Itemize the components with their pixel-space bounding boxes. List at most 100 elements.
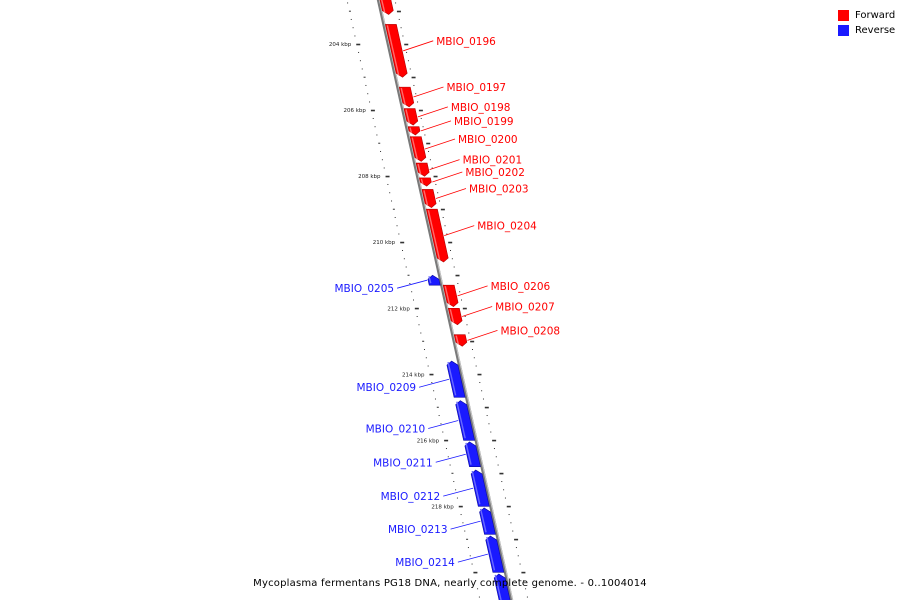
ruler-tick-left	[440, 423, 442, 425]
gene-feature-mbio-0214[interactable]	[485, 535, 505, 573]
gene-feature-mbio-0196[interactable]	[384, 24, 408, 78]
gene-body	[493, 573, 511, 600]
ruler-tick-left	[425, 357, 427, 359]
ruler-tick-right	[470, 340, 475, 343]
label-leader	[450, 520, 481, 530]
label-leader	[457, 553, 488, 563]
label-leader	[420, 120, 452, 132]
gene-feature-mbio-0209[interactable]	[446, 360, 466, 398]
gene-label[interactable]: MBIO_0208	[500, 325, 560, 337]
ruler-tick-left	[356, 43, 361, 46]
gene-label[interactable]: MBIO_0212	[381, 491, 441, 503]
ruler-tick-right	[448, 241, 453, 244]
ruler-tick-left	[413, 299, 414, 301]
gene-highlight	[471, 470, 481, 505]
gene-feature-mbio-0202[interactable]	[419, 177, 432, 187]
gene-feature-mbio-0197[interactable]	[398, 86, 415, 108]
gene-label[interactable]: MBIO_0203	[469, 184, 529, 196]
gene-feature-mbio-0198[interactable]	[403, 108, 419, 126]
ruler-tick-right	[450, 249, 452, 251]
gene-feature-mbio-0211[interactable]	[464, 441, 481, 467]
ruler-tick-left	[462, 522, 464, 524]
gene-label[interactable]: MBIO_0204	[477, 221, 537, 233]
ruler-tick-right	[468, 332, 470, 334]
scale-tick-label: 214 kbp	[402, 372, 425, 378]
ruler-tick-right	[429, 159, 431, 161]
gene-label[interactable]: MBIO_0197	[446, 82, 506, 94]
gene-body	[455, 400, 475, 441]
scale-tick-label: 218 kbp	[431, 504, 454, 510]
ruler-tick-left	[365, 84, 367, 86]
legend-item-reverse: Reverse	[838, 23, 895, 38]
gene-label[interactable]: MBIO_0200	[458, 134, 518, 146]
gene-feature-mbio-0200[interactable]	[409, 136, 427, 162]
ruler-tick-right	[506, 505, 511, 508]
gene-feature-mbio-0207[interactable]	[447, 307, 463, 326]
ruler-tick-right	[497, 464, 499, 466]
ruler-tick-right	[479, 382, 481, 384]
gene-highlight	[486, 536, 496, 571]
ruler-tick-right	[471, 349, 473, 351]
gene-label[interactable]: MBIO_0201	[463, 155, 523, 167]
gene-feature-mbio-0201[interactable]	[415, 162, 430, 177]
ruler-tick-right	[492, 439, 497, 442]
gene-feature-mbio-0199[interactable]	[407, 126, 421, 136]
gene-label[interactable]: MBIO_0205	[334, 283, 394, 295]
gene-label[interactable]: MBIO_0209	[356, 382, 416, 394]
gene-feature-mbio-0208[interactable]	[453, 334, 468, 347]
gene-highlight	[456, 401, 466, 439]
label-leader	[443, 487, 474, 497]
ruler-tick-right	[439, 200, 441, 202]
ruler-tick-left	[445, 448, 447, 450]
ruler-tick-right	[466, 324, 468, 326]
forward-swatch	[838, 10, 849, 21]
gene-highlight	[455, 335, 459, 345]
gene-feature-mbio-0213[interactable]	[479, 507, 496, 535]
strand-legend: Forward Reverse	[838, 8, 895, 38]
gene-label[interactable]: MBIO_0198	[451, 102, 511, 114]
gene-label[interactable]: MBIO_0202	[465, 167, 525, 179]
gene-feature-mbio-0206[interactable]	[442, 284, 459, 307]
ruler-tick-left	[378, 142, 381, 144]
gene-feature-mbio-0212[interactable]	[470, 469, 490, 507]
ruler-tick-right	[475, 365, 477, 367]
gene-feature-mbio-0210[interactable]	[455, 400, 475, 441]
ruler-tick-left	[367, 93, 369, 95]
ruler-tick-right	[437, 192, 439, 194]
gene-highlight	[427, 210, 441, 261]
ruler-tick-left	[354, 35, 356, 37]
ruler-tick-left	[438, 415, 440, 417]
gene-label[interactable]: MBIO_0196	[436, 36, 496, 48]
ruler-tick-left	[451, 472, 454, 474]
gene-highlight	[449, 309, 455, 323]
scale-tick-label: 212 kbp	[387, 306, 410, 312]
ruler-tick-right	[440, 208, 445, 211]
gene-feature-partial[interactable]	[493, 573, 511, 600]
ruler-tick-left	[369, 101, 371, 103]
ruler-tick-right	[486, 415, 488, 417]
ruler-tick-right	[488, 423, 490, 425]
gene-label[interactable]: MBIO_0210	[366, 423, 426, 435]
gene-label[interactable]: MBIO_0199	[454, 116, 514, 128]
ruler-tick-left	[372, 117, 374, 119]
scale-tick-label: 210 kbp	[373, 240, 396, 246]
gene-feature-mbio-0204[interactable]	[425, 208, 449, 263]
gene-feature-mbio-0205[interactable]	[427, 274, 441, 286]
gene-label[interactable]: MBIO_0206	[491, 281, 551, 293]
gene-label[interactable]: MBIO_0213	[388, 524, 448, 536]
gene-feature-partial[interactable]	[379, 0, 394, 15]
gene-feature-mbio-0203[interactable]	[421, 189, 437, 208]
ruler-tick-left	[376, 134, 378, 136]
ruler-tick-left	[363, 76, 366, 78]
ruler-tick-right	[521, 571, 526, 574]
gene-label[interactable]: MBIO_0214	[395, 557, 455, 569]
ruler-tick-left	[418, 324, 420, 326]
ruler-tick-left	[385, 175, 390, 178]
gene-highlight	[428, 276, 432, 284]
ruler-tick-left	[433, 390, 435, 392]
gene-body	[479, 507, 496, 535]
gene-label[interactable]: MBIO_0207	[495, 302, 555, 314]
ruler-tick-right	[396, 10, 401, 13]
ruler-tick-left	[466, 538, 469, 540]
gene-label[interactable]: MBIO_0211	[373, 457, 433, 469]
